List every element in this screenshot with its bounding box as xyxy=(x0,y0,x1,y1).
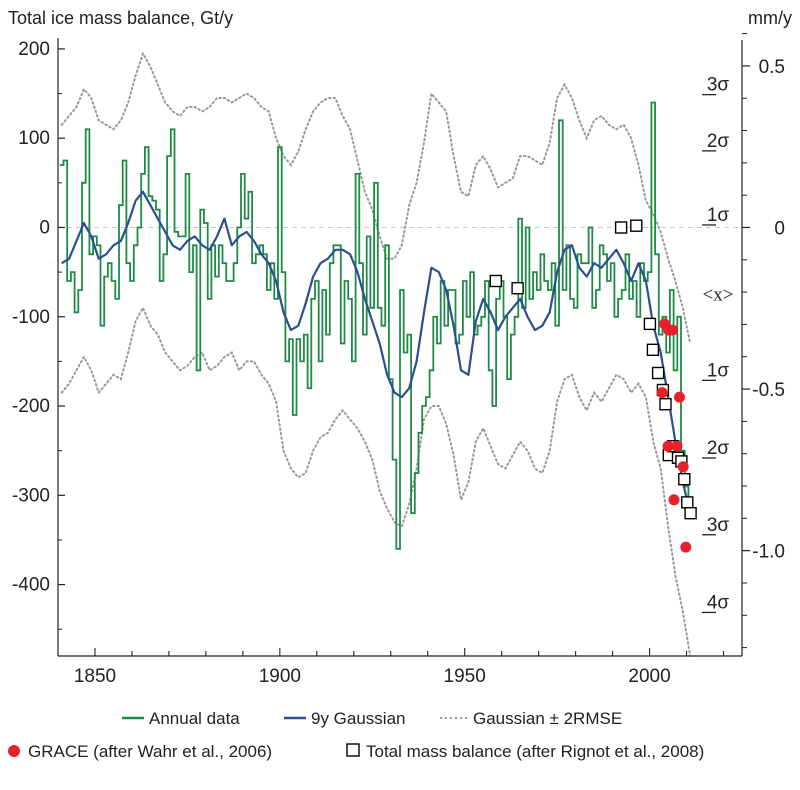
sigma-label: 2σ xyxy=(707,438,730,459)
bottom-axis: 1850 1900 1950 2000 xyxy=(58,648,742,687)
grace-point xyxy=(677,461,689,473)
sigma-label: 3σ xyxy=(707,515,730,536)
left-tick-label: 200 xyxy=(18,39,50,60)
sigma-label: <x> xyxy=(703,284,734,305)
left-tick-label: -300 xyxy=(12,485,50,506)
gaussian-9y-line xyxy=(61,190,692,514)
plot-area xyxy=(58,50,742,657)
rignot-point xyxy=(511,282,524,295)
rignot-point xyxy=(646,343,660,356)
bottom-tick-label: 2000 xyxy=(628,666,670,687)
rignot-point xyxy=(659,398,672,411)
right-tick-label: -1.0 xyxy=(752,542,785,563)
sigma-label: 1σ xyxy=(707,360,730,381)
legend-grace-swatch xyxy=(8,745,20,757)
grace-point xyxy=(668,494,680,506)
legend-rmse-label: Gaussian ± 2RMSE xyxy=(473,709,622,728)
grace-point xyxy=(674,391,685,403)
left-tick-label: 100 xyxy=(18,128,50,149)
annual-data-line xyxy=(59,101,693,550)
sigma-axis: 3σ 2σ 1σ <x> 1σ 2σ 3σ 4σ xyxy=(702,75,734,613)
right-axis-title: mm/y xyxy=(748,8,792,28)
sigma-label: 1σ xyxy=(707,205,730,226)
right-axis: 0.5 0 -0.5 -1.0 xyxy=(741,33,785,656)
rignot-point xyxy=(678,473,691,486)
right-tick-label: -0.5 xyxy=(752,380,785,401)
rmse-upper-line xyxy=(60,50,692,345)
left-tick-label: -100 xyxy=(12,307,50,328)
left-axis: 200 100 0 -100 -200 -300 -400 xyxy=(12,38,65,656)
grace-point xyxy=(671,440,683,452)
grace-point xyxy=(667,324,678,336)
rignot-point xyxy=(681,496,694,509)
right-tick-label: 0 xyxy=(774,218,785,239)
rignot-point xyxy=(684,507,697,520)
legend-grace-label: GRACE (after Wahr et al., 2006) xyxy=(28,742,272,761)
rignot-point xyxy=(630,219,643,232)
rignot-point xyxy=(489,274,502,288)
bottom-tick-label: 1850 xyxy=(74,666,116,687)
legend-rignot-swatch xyxy=(346,743,360,757)
grace-point xyxy=(680,541,692,553)
legend-gaussian-label: 9y Gaussian xyxy=(311,709,406,728)
legend-rignot-label: Total mass balance (after Rignot et al.,… xyxy=(366,742,704,761)
bottom-tick-label: 1950 xyxy=(444,666,486,687)
grace-point xyxy=(656,387,668,399)
left-tick-label: -400 xyxy=(12,575,50,596)
rignot-point xyxy=(651,366,665,380)
right-tick-label: 0.5 xyxy=(759,57,785,78)
left-tick-label: 0 xyxy=(39,217,50,238)
rignot-point xyxy=(643,317,657,331)
legend: Annual data 9y Gaussian Gaussian ± 2RMSE… xyxy=(8,709,704,761)
bottom-tick-label: 1900 xyxy=(259,666,301,687)
left-axis-title: Total ice mass balance, Gt/y xyxy=(8,8,233,28)
sigma-label: 3σ xyxy=(707,75,730,96)
grace-point xyxy=(662,440,674,452)
legend-annual-label: Annual data xyxy=(149,709,240,728)
rignot-point xyxy=(614,221,628,234)
sigma-label: 4σ xyxy=(707,592,730,613)
rmse-lower-line xyxy=(60,305,692,657)
sigma-label: 2σ xyxy=(707,131,730,152)
left-tick-label: -200 xyxy=(12,396,50,417)
